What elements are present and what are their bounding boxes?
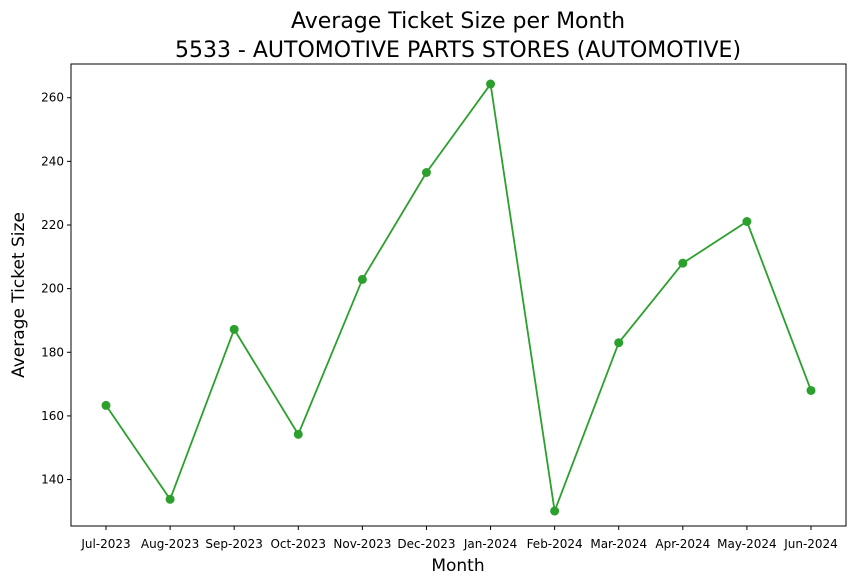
data-point [421, 168, 431, 177]
data-point [806, 385, 816, 395]
y-tick-label: 220 [41, 218, 64, 232]
y-tick-label: 180 [41, 345, 64, 359]
x-tick-label: Sep-2023 [205, 537, 263, 551]
data-point [357, 274, 367, 284]
y-tick-label: 160 [41, 409, 64, 423]
data-point [614, 338, 624, 348]
data-point [165, 494, 175, 504]
series-layer [101, 79, 816, 516]
x-tick-label: Jul-2023 [80, 537, 130, 551]
y-tick-label: 140 [41, 473, 64, 487]
x-tick-label: Mar-2024 [590, 537, 647, 551]
data-point [293, 429, 303, 439]
data-point [678, 258, 688, 268]
data-point [742, 217, 752, 226]
x-tick-label: Jan-2024 [463, 537, 517, 551]
x-axis-label: Month [431, 556, 484, 576]
data-point [550, 506, 560, 516]
x-tick-label: Apr-2024 [655, 537, 710, 551]
y-tick-label: 240 [41, 154, 64, 168]
x-axis: Jul-2023 Aug-2023 Sep-2023 Oct-2023 Nov-2023… [80, 526, 838, 551]
plot-area-frame [70, 63, 847, 527]
series-line [105, 83, 812, 512]
y-tick-label: 200 [41, 282, 64, 296]
data-point [101, 400, 111, 410]
x-tick-label: Aug-2023 [141, 537, 199, 551]
x-tick-label: Dec-2023 [397, 537, 455, 551]
x-tick-label: Jun-2024 [783, 537, 838, 551]
x-tick-label: Oct-2023 [270, 537, 326, 551]
x-tick-label: Nov-2023 [333, 537, 391, 551]
data-point [229, 324, 239, 334]
chart-subtitle: 5533 - AUTOMOTIVE PARTS STORES (AUTOMOTI… [175, 38, 741, 63]
chart-title: Average Ticket Size per Month [291, 9, 625, 34]
x-tick-label: May-2024 [717, 537, 776, 551]
y-axis: 140 160 180 200 220 240 260 [41, 91, 71, 487]
data-point [486, 79, 496, 89]
y-axis-label: Average Ticket Size [9, 212, 29, 378]
x-tick-label: Feb-2024 [527, 537, 583, 551]
y-tick-label: 260 [41, 91, 64, 105]
